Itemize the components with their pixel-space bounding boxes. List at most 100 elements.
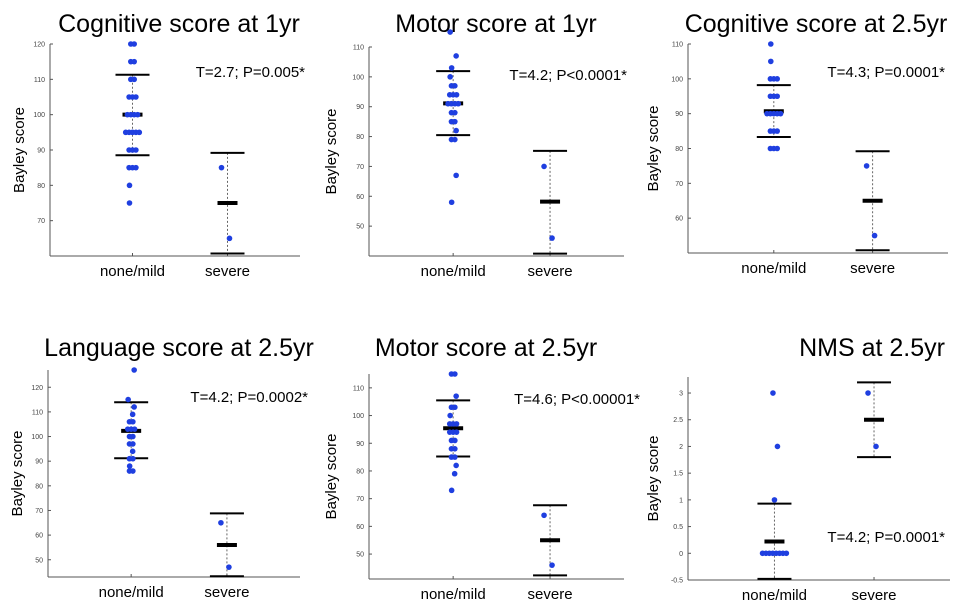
chart-title: Cognitive score at 2.5yr <box>685 10 948 38</box>
data-point <box>133 164 139 171</box>
data-point <box>447 412 453 419</box>
y-tick-label: 70 <box>675 181 683 188</box>
data-point <box>136 129 143 136</box>
data-point <box>771 497 778 503</box>
data-point <box>134 111 141 118</box>
data-point <box>777 110 784 117</box>
y-tick-label: -0.5 <box>671 578 683 585</box>
group-severe <box>533 149 568 255</box>
data-point <box>452 454 458 460</box>
chart-panel-2: Motor score at 1yr Bayley score 50 60 70 80 90… <box>323 10 627 280</box>
data-point <box>774 145 780 152</box>
data-point <box>226 235 233 242</box>
group-none-mild <box>115 41 150 206</box>
y-tick-label: 1 <box>679 497 683 504</box>
data-point <box>783 550 790 557</box>
data-point <box>129 411 136 418</box>
y-tick-label: 80 <box>356 134 364 141</box>
y-tick-label: 90 <box>37 148 45 155</box>
data-point <box>871 232 878 239</box>
group-none-mild <box>436 29 471 206</box>
y-tick-label: 60 <box>35 533 43 540</box>
y-tick-label: 3 <box>679 391 683 398</box>
data-point <box>768 41 774 47</box>
y-tick-label: 80 <box>35 483 43 490</box>
data-point <box>774 128 780 134</box>
data-point <box>549 235 555 241</box>
data-point <box>774 76 780 82</box>
x-tick-label: severe <box>850 260 895 277</box>
x-tick-label: severe <box>528 586 573 603</box>
chart-panel-1: Cognitive score at 1yr Bayley score 70 80 90… <box>11 10 305 280</box>
data-point <box>131 76 137 83</box>
data-point <box>453 91 460 98</box>
y-tick-label: 0 <box>679 551 683 558</box>
chart-title: Motor score at 2.5yr <box>375 334 597 362</box>
y-tick-label: 50 <box>356 224 364 231</box>
data-point <box>770 390 776 396</box>
data-point <box>218 164 225 171</box>
data-point <box>133 94 139 100</box>
y-tick-label: 80 <box>37 183 45 190</box>
x-tick-label: none/mild <box>421 586 486 603</box>
data-point <box>448 199 455 206</box>
data-point <box>541 163 547 170</box>
stat-annotation: T=2.7; P=0.005* <box>196 64 305 81</box>
data-point <box>130 441 136 447</box>
data-point <box>452 437 458 444</box>
y-tick-label: 70 <box>356 496 364 503</box>
data-point <box>452 118 458 125</box>
y-tick-label: 50 <box>356 552 364 559</box>
y-tick-label: 80 <box>356 468 364 475</box>
data-point <box>447 29 453 35</box>
y-tick-label: 70 <box>356 164 364 171</box>
data-point <box>451 470 458 477</box>
y-tick-label: 90 <box>35 459 43 466</box>
data-point <box>774 443 781 450</box>
chart-title: Language score at 2.5yr <box>44 334 314 362</box>
data-point <box>453 172 459 179</box>
data-point <box>448 487 455 494</box>
chart-panel-3: Cognitive score at 2.5yr Bayley score 60 70… <box>645 10 948 277</box>
y-tick-label: 110 <box>353 45 364 52</box>
data-point <box>453 429 460 435</box>
x-tick-label: none/mild <box>421 263 486 280</box>
data-point <box>452 404 458 411</box>
data-point <box>131 426 138 432</box>
chart-title: NMS at 2.5yr <box>799 334 945 362</box>
y-tick-label: 120 <box>33 42 45 49</box>
group-severe <box>210 151 245 255</box>
data-point <box>452 371 458 377</box>
group-severe <box>855 150 890 252</box>
data-point <box>226 564 232 570</box>
data-point <box>453 421 460 427</box>
stat-annotation: T=4.2; P=0.0002* <box>190 389 308 406</box>
data-point <box>452 445 458 452</box>
data-point <box>453 393 459 399</box>
data-point <box>541 512 547 519</box>
y-tick-label: 100 <box>352 413 364 420</box>
y-tick-label: 90 <box>356 104 364 111</box>
y-tick-label: 2 <box>679 444 683 451</box>
y-tick-label: 50 <box>35 557 43 564</box>
y-tick-label: 120 <box>31 385 43 392</box>
y-tick-label: 70 <box>35 508 43 515</box>
data-point <box>453 53 459 59</box>
data-point <box>865 390 871 396</box>
data-point <box>126 200 133 206</box>
y-tick-label: 90 <box>675 111 683 118</box>
x-tick-label: severe <box>852 587 897 604</box>
x-tick-label: none/mild <box>99 584 164 601</box>
data-point <box>452 109 458 116</box>
y-tick-label: 110 <box>353 385 364 392</box>
group-none-mild <box>114 367 149 474</box>
stat-annotation: T=4.2; P<0.0001* <box>509 67 627 84</box>
data-point <box>133 147 139 153</box>
y-tick-label: 1.5 <box>673 471 683 478</box>
data-point <box>130 468 136 474</box>
y-tick-label: 80 <box>675 146 683 153</box>
data-point <box>452 136 458 143</box>
data-point <box>447 74 453 80</box>
chart-panel-5: Motor score at 2.5yr Bayley score 50 60 70 80… <box>323 334 640 603</box>
